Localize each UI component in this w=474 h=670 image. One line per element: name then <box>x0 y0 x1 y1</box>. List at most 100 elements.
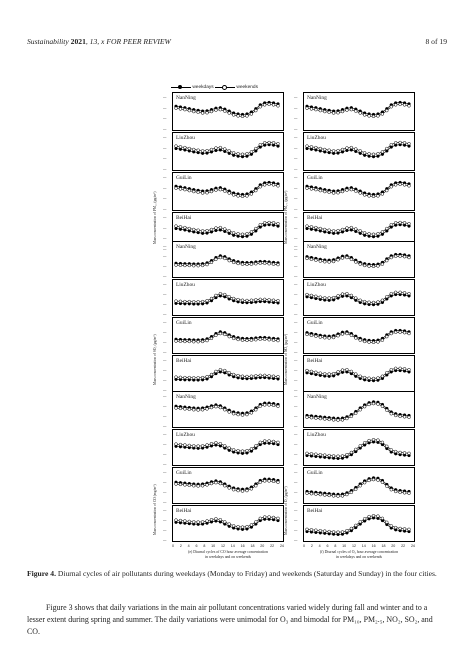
y-tick: — <box>163 105 167 110</box>
point-weekends <box>394 525 398 530</box>
y-tick: — <box>163 264 167 268</box>
point-weekends <box>354 227 358 231</box>
point-weekends <box>354 487 358 491</box>
point-weekends <box>205 148 209 153</box>
point-weekends <box>200 191 205 195</box>
point-weekends <box>254 226 258 231</box>
point-weekends <box>398 414 402 419</box>
point-weekends <box>263 141 267 145</box>
point-weekends <box>187 443 191 448</box>
point-weekends <box>398 290 402 294</box>
point-weekends <box>254 338 258 342</box>
point-weekends <box>240 449 245 453</box>
point-weekends <box>349 293 353 298</box>
point-weekends <box>183 443 187 447</box>
point-weekends <box>402 183 407 187</box>
point-weekends <box>327 148 331 152</box>
point-weekends <box>183 375 187 380</box>
point-weekends <box>305 256 309 261</box>
point-weekends <box>232 113 236 117</box>
series-line-weekdays <box>175 402 279 414</box>
point-weekends <box>380 404 385 408</box>
point-weekends <box>380 480 385 484</box>
point-weekends <box>407 451 411 455</box>
point-weekends <box>318 452 322 457</box>
point-weekends <box>227 486 231 490</box>
point-weekends <box>323 493 327 497</box>
caption-line: in weekdays and on weekends <box>205 555 251 559</box>
legend-weekdays: weekdays <box>192 84 214 90</box>
series-line-weekends <box>175 516 279 528</box>
running-head: Sustainability 2021, 13, x FOR PEER REVI… <box>27 37 171 46</box>
point-weekends <box>349 450 353 455</box>
point-weekends <box>402 451 407 455</box>
point-weekends <box>349 188 353 192</box>
y-tick: — <box>163 175 167 179</box>
point-weekends <box>271 221 276 225</box>
subplot-curves <box>305 220 411 239</box>
point-weekends <box>218 367 222 372</box>
point-weekends <box>367 514 371 519</box>
point-weekends <box>318 295 322 299</box>
point-weekends <box>398 220 402 225</box>
point-weekends <box>196 190 200 194</box>
point-weekends <box>200 149 205 153</box>
x-tick: 18 <box>381 544 386 548</box>
point-weekends <box>323 260 327 264</box>
point-weekends <box>245 232 249 236</box>
y-tick: — <box>294 282 298 286</box>
point-weekends <box>336 258 340 262</box>
point-weekends <box>394 449 398 454</box>
x-tick: 0 <box>303 544 305 548</box>
point-weekends <box>354 189 358 193</box>
point-weekends <box>389 185 393 189</box>
point-weekends <box>380 440 385 444</box>
point-weekends <box>267 338 271 342</box>
point-weekends <box>263 297 267 301</box>
x-tick: 4 <box>187 544 190 548</box>
point-weekends <box>223 368 227 373</box>
point-weekends <box>178 406 183 411</box>
point-weekends <box>327 296 331 300</box>
point-weekends <box>336 228 340 233</box>
point-weekends <box>218 255 222 260</box>
subplot-curves <box>174 367 280 382</box>
point-weekends <box>376 300 380 304</box>
point-weekends <box>236 488 240 493</box>
point-weekends <box>271 338 276 342</box>
point-weekends <box>214 293 218 298</box>
weekends-marker-icon <box>215 84 236 90</box>
point-weekends <box>276 516 280 520</box>
x-tick: 8 <box>334 544 337 548</box>
point-weekends <box>187 146 191 151</box>
y-tick: — <box>294 196 298 201</box>
point-weekends <box>249 150 254 154</box>
series-line-weekdays <box>306 144 410 157</box>
point-weekends <box>276 104 280 108</box>
point-weekends <box>371 514 376 518</box>
x-tick: 2 <box>179 544 182 548</box>
point-weekends <box>205 375 209 379</box>
x-tick: 20 <box>391 544 396 548</box>
point-weekends <box>178 518 183 523</box>
series-line-weekdays <box>175 442 279 454</box>
point-weekends <box>402 221 407 225</box>
subplot-curves <box>174 330 280 344</box>
y-tick: — <box>294 247 298 251</box>
point-weekends <box>192 109 196 114</box>
point-weekends <box>214 226 218 230</box>
point-weekends <box>232 231 236 235</box>
y-tick: — <box>163 330 167 334</box>
point-weekends <box>214 405 218 409</box>
point-weekends <box>240 489 245 493</box>
point-weekends <box>192 189 196 194</box>
point-weekends <box>271 141 276 145</box>
point-weekends <box>254 188 258 193</box>
point-weekends <box>367 264 371 268</box>
x-tick: 4 <box>318 544 321 548</box>
subplot-curves <box>305 476 411 498</box>
subplot-f-beihai: BeiHai <box>303 505 415 542</box>
x-tick: 18 <box>250 544 255 548</box>
point-weekends <box>263 373 267 377</box>
point-weekends <box>178 107 183 111</box>
